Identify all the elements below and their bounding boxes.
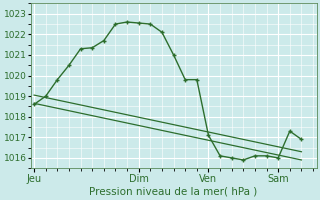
X-axis label: Pression niveau de la mer( hPa ): Pression niveau de la mer( hPa ) <box>90 187 258 197</box>
